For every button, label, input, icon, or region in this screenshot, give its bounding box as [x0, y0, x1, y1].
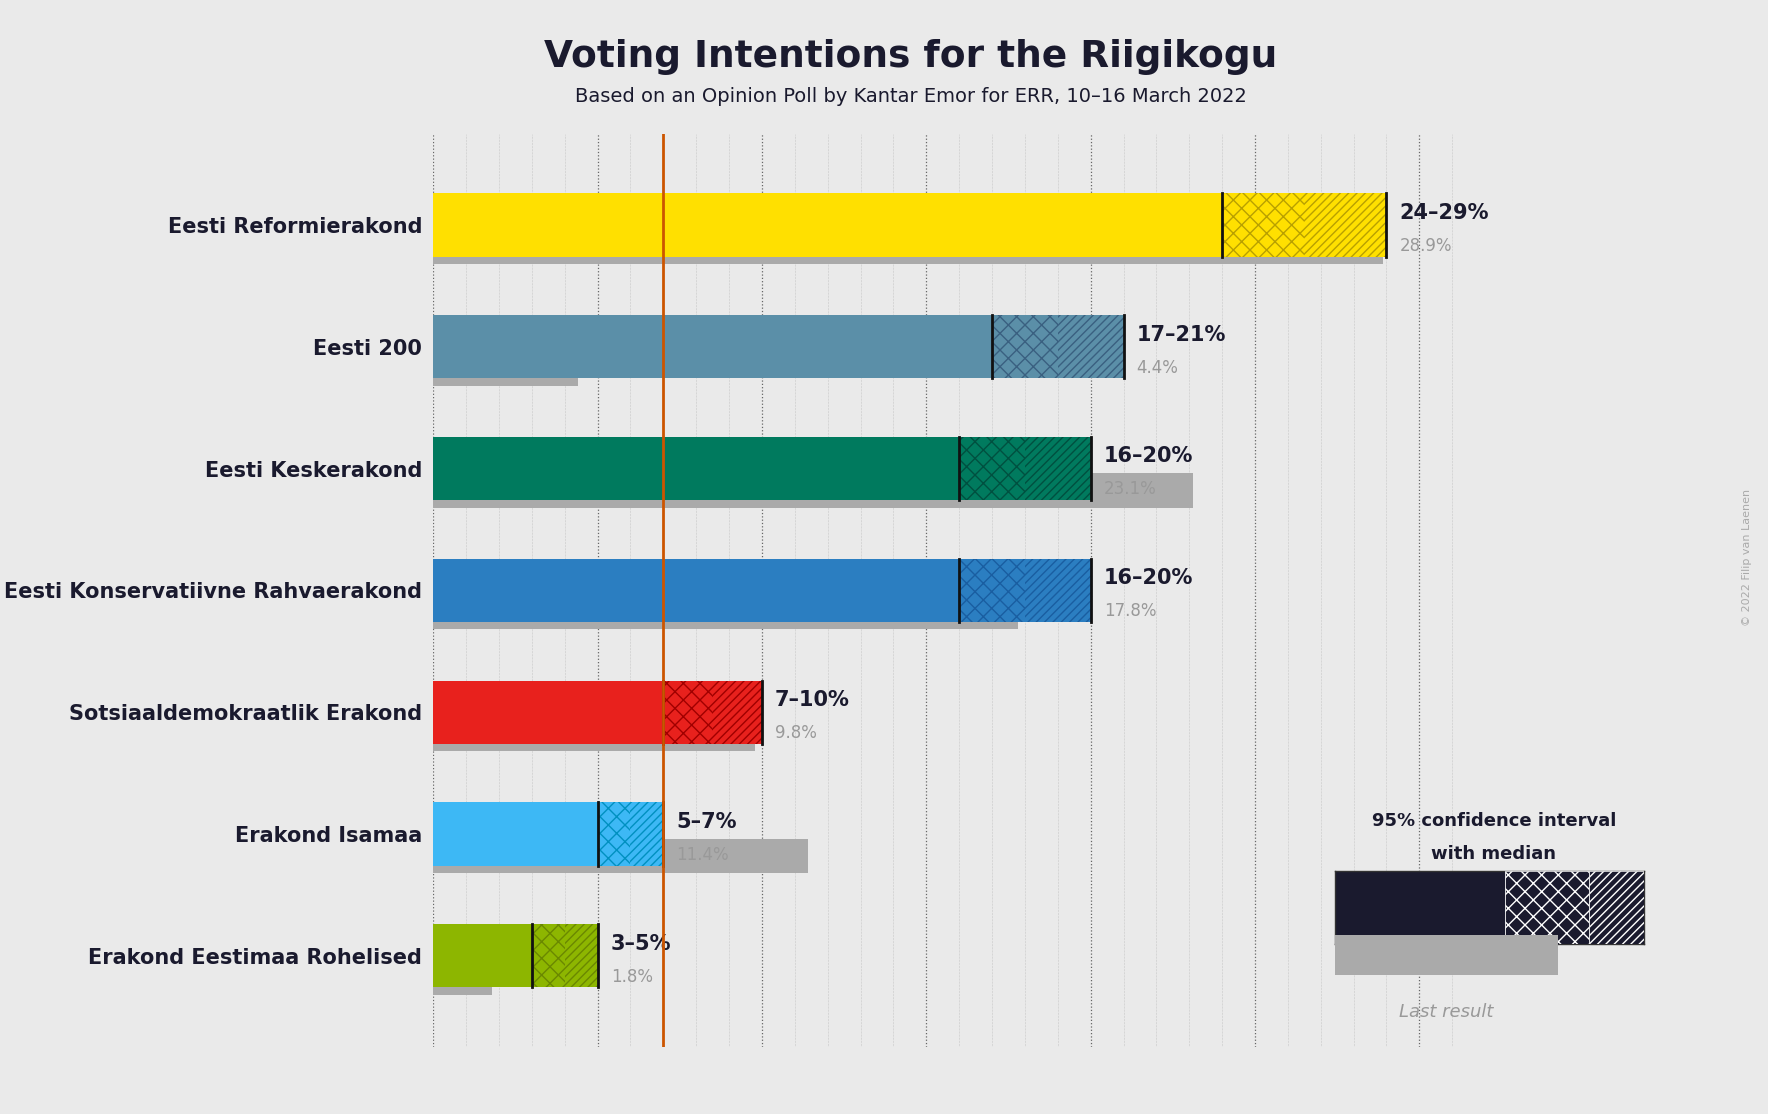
Bar: [433, 437, 960, 500]
Text: 9.8%: 9.8%: [774, 724, 817, 742]
Text: 11.4%: 11.4%: [677, 846, 728, 863]
Text: 95% confidence interval: 95% confidence interval: [1372, 812, 1616, 830]
Text: 3–5%: 3–5%: [610, 934, 672, 954]
Bar: [433, 352, 578, 385]
Text: 5–7%: 5–7%: [677, 812, 737, 832]
Bar: [1057, 315, 1123, 379]
Bar: [564, 925, 598, 987]
Text: 17–21%: 17–21%: [1137, 324, 1225, 344]
Text: 16–20%: 16–20%: [1103, 568, 1193, 588]
Text: 4.4%: 4.4%: [1137, 359, 1179, 377]
Bar: [433, 315, 992, 379]
Text: 7–10%: 7–10%: [774, 690, 850, 710]
Bar: [1505, 871, 1588, 944]
Bar: [433, 194, 1222, 256]
Bar: [1335, 871, 1505, 944]
Text: with median: with median: [1432, 846, 1556, 863]
Text: © 2022 Filip van Laenen: © 2022 Filip van Laenen: [1741, 488, 1752, 626]
Text: Last result: Last result: [1398, 1003, 1494, 1020]
Bar: [960, 559, 1025, 622]
Bar: [1588, 871, 1644, 944]
Bar: [1025, 437, 1091, 500]
Text: Based on an Opinion Poll by Kantar Emor for ERR, 10–16 March 2022: Based on an Opinion Poll by Kantar Emor …: [575, 87, 1246, 106]
Bar: [433, 681, 663, 744]
Bar: [433, 595, 1018, 629]
Bar: [713, 681, 762, 744]
Bar: [992, 315, 1057, 379]
Bar: [1305, 194, 1386, 256]
Bar: [433, 717, 755, 751]
Text: Voting Intentions for the Riigikogu: Voting Intentions for the Riigikogu: [545, 39, 1276, 75]
Bar: [433, 839, 808, 873]
Text: 1.8%: 1.8%: [610, 968, 652, 986]
Bar: [433, 559, 960, 622]
Bar: [433, 473, 1193, 508]
Bar: [663, 681, 713, 744]
Text: 23.1%: 23.1%: [1103, 480, 1156, 498]
Bar: [433, 960, 492, 995]
Bar: [433, 802, 598, 866]
Bar: [1222, 194, 1305, 256]
Bar: [598, 802, 631, 866]
Bar: [631, 802, 663, 866]
Bar: [1025, 559, 1091, 622]
Bar: [433, 229, 1383, 264]
Text: 16–20%: 16–20%: [1103, 447, 1193, 467]
Bar: [960, 437, 1025, 500]
Bar: [433, 925, 532, 987]
Bar: [532, 925, 564, 987]
Text: 24–29%: 24–29%: [1400, 203, 1489, 223]
Text: 28.9%: 28.9%: [1400, 237, 1452, 255]
Text: 17.8%: 17.8%: [1103, 603, 1156, 620]
